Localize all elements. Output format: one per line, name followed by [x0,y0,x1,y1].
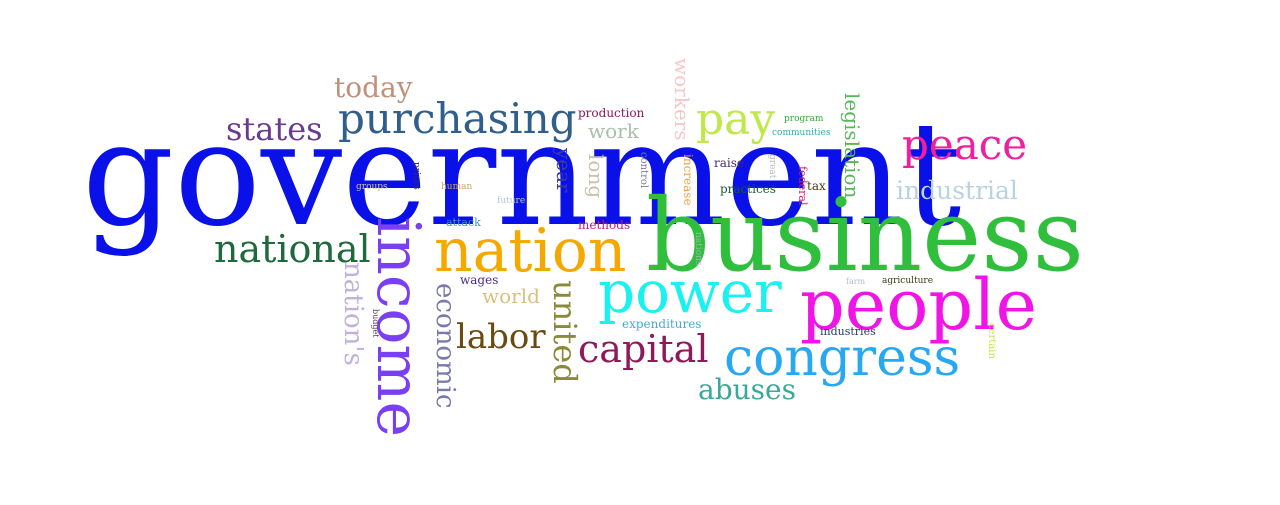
word-work: work [588,119,639,143]
word-methods: methods [578,218,631,232]
word-attack: attack [446,216,481,229]
word-great: great [767,154,777,179]
word-government: government [82,90,962,258]
word-labor: labor [456,317,546,357]
word-human: human [441,182,473,192]
word-national: national [214,227,371,271]
word-nations: nations [693,232,703,266]
word-long: long [584,154,608,199]
word-pay: pay [696,94,776,145]
word-communities: communities [772,128,831,138]
word-program: program [784,114,824,124]
word-world: world [482,284,540,308]
word-practices: practices [720,182,776,196]
word-congress: congress [724,328,961,388]
word-power: power [598,258,782,326]
word-economic: economic [430,283,460,409]
word-expenditures: expenditures [622,317,702,331]
word-business: business [646,177,1084,294]
word-workers: workers [670,58,694,141]
word-production: production [578,106,645,120]
word-united: united [546,280,584,384]
word-purchasing: purchasing [338,94,577,143]
word-year: year [552,148,576,193]
word-industrial: industrial [896,176,1018,205]
word-nation: nation [434,216,627,286]
word-nations-possessive: nation's [338,262,368,366]
word-legislation: legislation [840,93,864,199]
word-groups: groups [356,182,388,192]
word-capital: capital [578,327,709,371]
word-control: control [638,152,649,189]
word-increase: increase [681,154,695,206]
word-raise: raise [714,156,744,170]
word-farm: farm [846,277,866,286]
word-abuses: abuses [698,373,796,406]
word-today: today [334,71,413,104]
word-industries: industries [820,325,876,338]
word-wages: wages [460,273,499,287]
word-peace: peace [902,120,1028,169]
word-budget: budget [371,309,380,338]
word-people: people [800,264,1038,346]
word-certain: certain [986,323,997,359]
word-tax: tax [807,179,826,193]
word-future: future [497,196,526,206]
word-states: states [226,110,323,148]
word-prices: prices [411,162,421,190]
word-agriculture: agriculture [882,276,934,286]
